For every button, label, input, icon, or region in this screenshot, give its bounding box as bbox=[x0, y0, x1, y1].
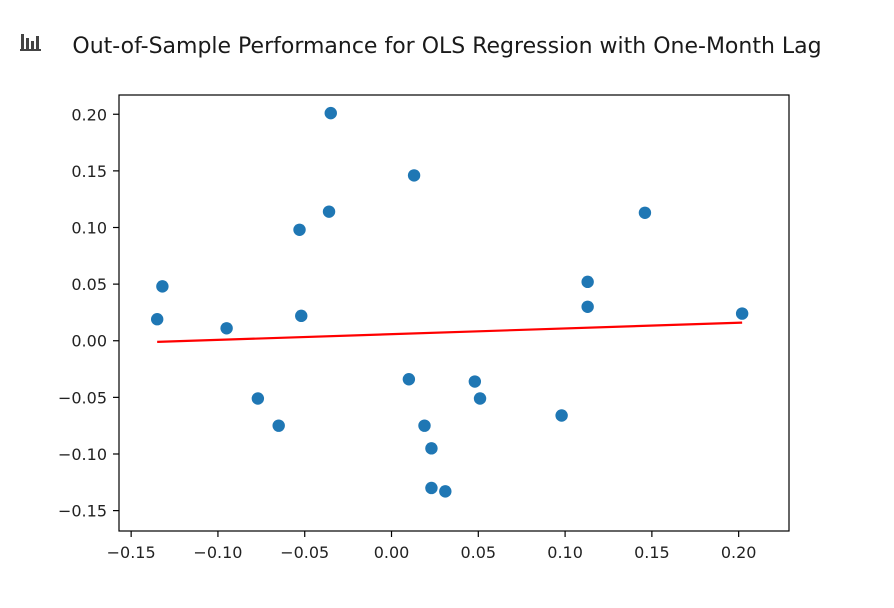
x-tick-label: 0.15 bbox=[634, 543, 670, 562]
y-tick-label: −0.15 bbox=[58, 502, 107, 521]
x-tick-label: −0.10 bbox=[193, 543, 242, 562]
x-tick-label: 0.20 bbox=[721, 543, 757, 562]
scatter-point bbox=[418, 419, 431, 432]
scatter-point bbox=[439, 485, 452, 498]
scatter-point bbox=[407, 169, 421, 182]
scatter-point bbox=[581, 275, 594, 289]
regression-line bbox=[157, 321, 743, 343]
scatter-point bbox=[295, 309, 308, 323]
scatter-point bbox=[322, 205, 336, 218]
y-tick-label: 0.05 bbox=[71, 275, 107, 294]
y-tick-label: 0.20 bbox=[71, 105, 107, 124]
scatter-point bbox=[156, 280, 169, 293]
scatter-point bbox=[581, 300, 594, 313]
scatter-point bbox=[272, 419, 285, 432]
scatter-point bbox=[251, 392, 265, 405]
x-tick-label: 0.10 bbox=[547, 543, 583, 562]
scatter-point bbox=[473, 392, 487, 405]
scatter-point bbox=[638, 206, 652, 219]
scatter-point bbox=[293, 223, 306, 236]
scatter-point bbox=[324, 106, 337, 120]
x-tick-label: 0.05 bbox=[460, 543, 496, 562]
scatter-point bbox=[150, 313, 164, 326]
scatter-point bbox=[425, 481, 438, 495]
y-tick-label: 0.10 bbox=[71, 218, 107, 237]
scatter-point bbox=[555, 409, 568, 422]
scatter-point bbox=[220, 322, 233, 335]
chart-title: Out-of-Sample Performance for OLS Regres… bbox=[72, 34, 822, 59]
y-tick-label: 0.00 bbox=[71, 332, 107, 351]
x-tick-label: −0.05 bbox=[280, 543, 329, 562]
plot-frame bbox=[118, 94, 790, 532]
x-tick-label: 0.00 bbox=[374, 543, 410, 562]
scatter-point bbox=[402, 373, 416, 386]
y-tick-label: −0.10 bbox=[58, 445, 107, 464]
scatter-point bbox=[425, 442, 438, 455]
x-tick-label: −0.15 bbox=[107, 543, 156, 562]
y-tick-label: −0.05 bbox=[58, 388, 107, 407]
scatter-point bbox=[468, 375, 482, 388]
y-tick-label: 0.15 bbox=[71, 162, 107, 181]
scatter-point bbox=[735, 307, 749, 320]
chart-icon bbox=[20, 34, 41, 51]
